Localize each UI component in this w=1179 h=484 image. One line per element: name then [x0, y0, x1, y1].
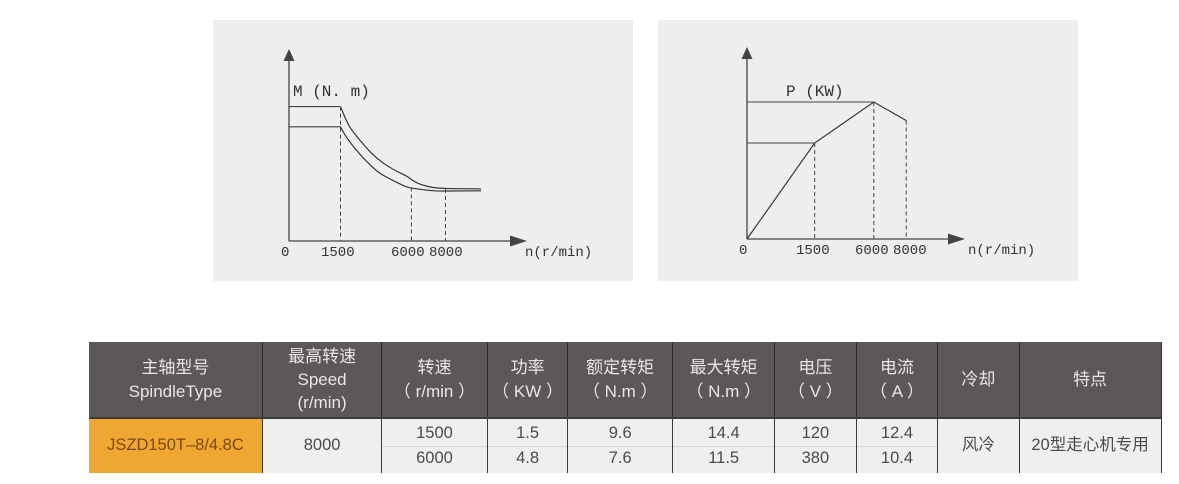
svg-text:0: 0 [281, 245, 289, 261]
svg-text:0: 0 [739, 243, 747, 259]
svg-text:n(r/min): n(r/min) [525, 245, 592, 261]
svg-text:8000: 8000 [429, 245, 463, 261]
svg-text:6000: 6000 [391, 245, 425, 261]
svg-text:1500: 1500 [796, 243, 830, 259]
svg-text:M (N. m): M (N. m) [293, 83, 370, 101]
svg-text:8000: 8000 [893, 243, 927, 259]
svg-text:6000: 6000 [855, 243, 889, 259]
svg-text:n(r/min): n(r/min) [968, 243, 1035, 259]
svg-text:1500: 1500 [321, 245, 355, 261]
svg-text:P (KW): P (KW) [786, 83, 844, 101]
